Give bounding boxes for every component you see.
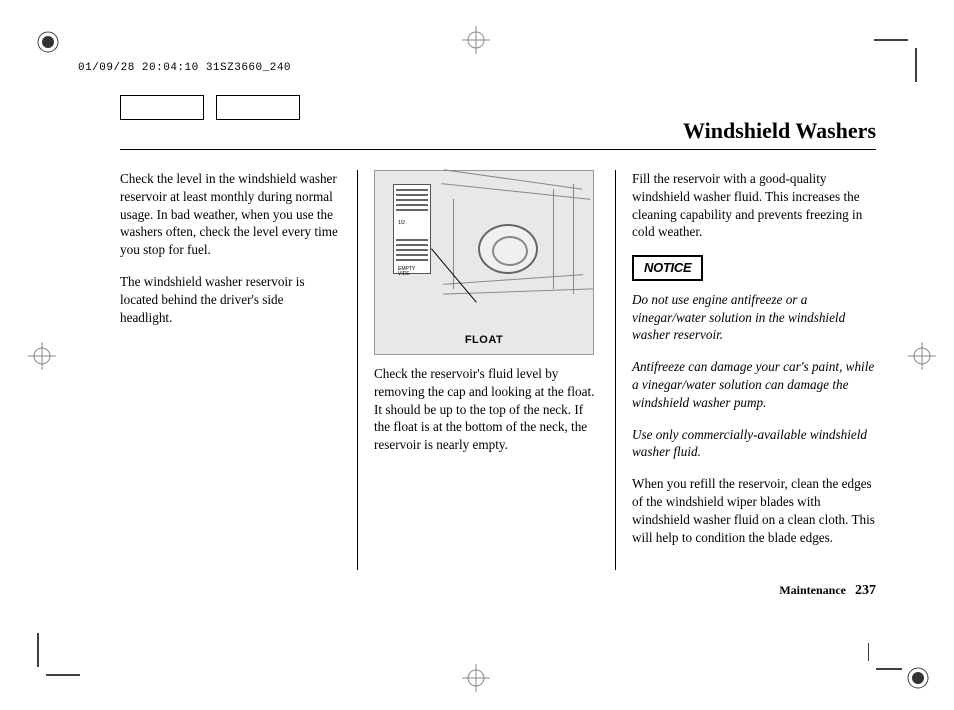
cropmark-bottom-left <box>30 633 80 688</box>
engine-drawing: 1/2 EMPTY VIDE <box>383 179 585 328</box>
regmark-top-center-cross <box>462 26 490 54</box>
header-timestamp-code: 01/09/28 20:04:10 31SZ3660_240 <box>78 62 291 74</box>
col1-para-2: The windshield washer reservoir is locat… <box>120 273 339 326</box>
figure-label: FLOAT <box>465 333 503 348</box>
column-1: Check the level in the windshield washer… <box>120 170 358 570</box>
col3-para-4: Use only commercially-available windshie… <box>632 426 880 462</box>
cropmark-bottom-right-inner <box>868 643 902 682</box>
col3-para-2: Do not use engine antifreeze or a vinega… <box>632 291 880 344</box>
nav-boxes <box>120 95 300 120</box>
nav-box-next[interactable] <box>216 95 300 120</box>
page-footer: Maintenance 237 <box>779 583 876 599</box>
title-rule <box>120 149 876 150</box>
float-gauge: 1/2 EMPTY VIDE <box>393 184 431 274</box>
regmark-mid-left-cross <box>28 342 56 370</box>
gauge-half-label: 1/2 <box>398 220 405 227</box>
nav-box-prev[interactable] <box>120 95 204 120</box>
page-title: Windshield Washers <box>683 118 876 144</box>
gauge-empty-label: EMPTY VIDE <box>398 267 415 277</box>
reservoir-cap <box>478 224 538 274</box>
notice-box: NOTICE <box>632 255 703 281</box>
footer-section: Maintenance <box>779 583 846 597</box>
cropmark-top-right <box>874 32 924 87</box>
regmark-top-left-rosette <box>36 30 60 54</box>
column-3: Fill the reservoir with a good-quality w… <box>616 170 880 570</box>
col3-para-5: When you refill the reservoir, clean the… <box>632 475 880 546</box>
footer-page-number: 237 <box>855 583 876 598</box>
regmark-mid-right-cross <box>908 342 936 370</box>
regmark-bottom-right-rosette <box>906 666 930 690</box>
regmark-bottom-center-cross <box>462 664 490 692</box>
content-columns: Check the level in the windshield washer… <box>120 170 880 570</box>
float-figure: 1/2 EMPTY VIDE FLOAT <box>374 170 594 355</box>
col2-para-1: Check the reservoir's fluid level by rem… <box>374 365 599 454</box>
col1-para-1: Check the level in the windshield washer… <box>120 170 339 259</box>
col3-para-3: Antifreeze can damage your car's paint, … <box>632 358 880 411</box>
column-2: 1/2 EMPTY VIDE FLOAT Check the reservoir… <box>358 170 616 570</box>
col3-para-1: Fill the reservoir with a good-quality w… <box>632 170 880 241</box>
